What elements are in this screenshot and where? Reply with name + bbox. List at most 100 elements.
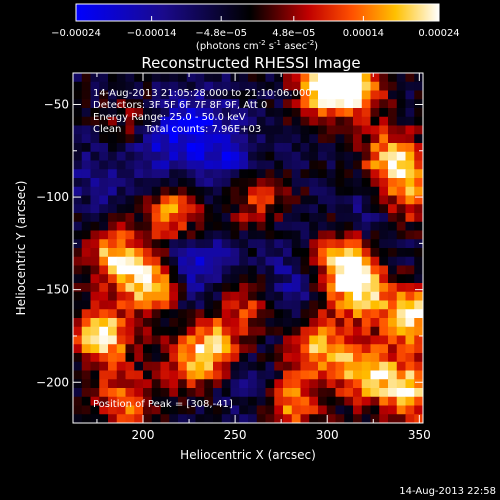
heatmap-cell bbox=[186, 344, 196, 354]
heatmap-cell bbox=[326, 195, 336, 205]
colorbar-tick-label: 4.8e−05 bbox=[272, 28, 315, 39]
heatmap-cell bbox=[178, 291, 188, 301]
heatmap-cell bbox=[81, 204, 91, 214]
heatmap-cell bbox=[151, 230, 161, 240]
heatmap-cell bbox=[134, 353, 144, 363]
heatmap-cell bbox=[388, 160, 398, 170]
heatmap-cell bbox=[344, 143, 354, 153]
heatmap-cell bbox=[134, 151, 144, 161]
heatmap-cell bbox=[414, 178, 423, 188]
heatmap-cell bbox=[361, 169, 371, 179]
heatmap-cell bbox=[160, 283, 170, 293]
heatmap-cell bbox=[204, 90, 214, 100]
heatmap-cell bbox=[344, 283, 354, 293]
heatmap-cell bbox=[326, 160, 336, 170]
heatmap-cell bbox=[256, 90, 266, 100]
heatmap-cell bbox=[300, 283, 310, 293]
colorbar-tick-label: 0.00014 bbox=[343, 28, 384, 39]
heatmap-cell bbox=[379, 143, 389, 153]
heatmap-cell bbox=[239, 344, 249, 354]
heatmap-cell bbox=[178, 195, 188, 205]
heatmap-cell bbox=[221, 248, 231, 258]
heatmap-cell bbox=[221, 195, 231, 205]
heatmap-cell bbox=[405, 195, 415, 205]
heatmap-cell bbox=[379, 195, 389, 205]
heatmap-cell bbox=[283, 230, 293, 240]
heatmap-cell bbox=[116, 309, 126, 319]
heatmap-cell bbox=[309, 300, 319, 310]
heatmap-cell bbox=[108, 178, 118, 188]
heatmap-cell bbox=[265, 160, 275, 170]
heatmap-cell bbox=[151, 300, 161, 310]
heatmap-cell bbox=[99, 344, 109, 354]
heatmap-cell bbox=[151, 143, 161, 153]
heatmap-cell bbox=[134, 396, 144, 406]
heatmap-cell bbox=[99, 143, 109, 153]
heatmap-cell bbox=[300, 125, 310, 135]
heatmap-cell bbox=[195, 143, 205, 153]
heatmap-cell bbox=[143, 195, 153, 205]
heatmap-cell bbox=[134, 186, 144, 196]
heatmap-cell bbox=[195, 335, 205, 345]
heatmap-cell bbox=[73, 81, 83, 91]
heatmap-cell bbox=[283, 396, 293, 406]
heatmap-cell bbox=[134, 81, 144, 91]
heatmap-cell bbox=[405, 134, 415, 144]
heatmap-cell bbox=[213, 143, 223, 153]
heatmap-cell bbox=[256, 99, 266, 109]
heatmap-cell bbox=[143, 213, 153, 223]
heatmap-cell bbox=[300, 335, 310, 345]
heatmap-cell bbox=[318, 125, 328, 135]
heatmap-cell bbox=[151, 353, 161, 363]
heatmap-cell bbox=[125, 213, 135, 223]
heatmap-cell bbox=[256, 160, 266, 170]
heatmap-cell bbox=[160, 213, 170, 223]
heatmap-cell bbox=[186, 90, 196, 100]
heatmap-cell bbox=[73, 151, 83, 161]
heatmap-cell bbox=[361, 99, 371, 109]
heatmap-cell bbox=[370, 396, 380, 406]
heatmap-cell bbox=[256, 134, 266, 144]
heatmap-cell bbox=[221, 134, 231, 144]
heatmap-cell bbox=[291, 108, 301, 118]
heatmap-cell bbox=[151, 186, 161, 196]
heatmap-cell bbox=[265, 414, 275, 423]
y-tick-label: −150 bbox=[36, 283, 69, 297]
heatmap-cell bbox=[344, 239, 354, 249]
heatmap-cell bbox=[99, 125, 109, 135]
heatmap-cell bbox=[81, 388, 91, 398]
heatmap-cell bbox=[300, 318, 310, 328]
heatmap-cell bbox=[388, 186, 398, 196]
heatmap-cell bbox=[326, 248, 336, 258]
heatmap-cell bbox=[335, 291, 345, 301]
heatmap-cell bbox=[396, 274, 406, 284]
heatmap-cell bbox=[178, 221, 188, 231]
heatmap-cell bbox=[326, 405, 336, 415]
heatmap-cell bbox=[108, 361, 118, 371]
heatmap-cell bbox=[283, 405, 293, 415]
heatmap-cell bbox=[195, 239, 205, 249]
heatmap-cell bbox=[326, 326, 336, 336]
heatmap-cell bbox=[396, 195, 406, 205]
heatmap-cell bbox=[81, 186, 91, 196]
heatmap-cell bbox=[274, 73, 284, 83]
heatmap-cell bbox=[283, 353, 293, 363]
heatmap-cell bbox=[326, 318, 336, 328]
heatmap-cell bbox=[326, 204, 336, 214]
heatmap-cell bbox=[309, 151, 319, 161]
heatmap-cell bbox=[405, 414, 415, 423]
heatmap-cell bbox=[353, 405, 363, 415]
heatmap-cell bbox=[160, 160, 170, 170]
heatmap-cell bbox=[388, 125, 398, 135]
heatmap-cell bbox=[81, 248, 91, 258]
heatmap-cell bbox=[256, 213, 266, 223]
heatmap-cell bbox=[134, 195, 144, 205]
y-tick-label: −50 bbox=[44, 97, 69, 111]
heatmap-cell bbox=[99, 283, 109, 293]
heatmap-cell bbox=[204, 230, 214, 240]
heatmap-cell bbox=[99, 414, 109, 423]
heatmap-cell bbox=[405, 274, 415, 284]
heatmap-cell bbox=[283, 195, 293, 205]
heatmap-cell bbox=[326, 379, 336, 389]
heatmap-cell bbox=[230, 326, 240, 336]
